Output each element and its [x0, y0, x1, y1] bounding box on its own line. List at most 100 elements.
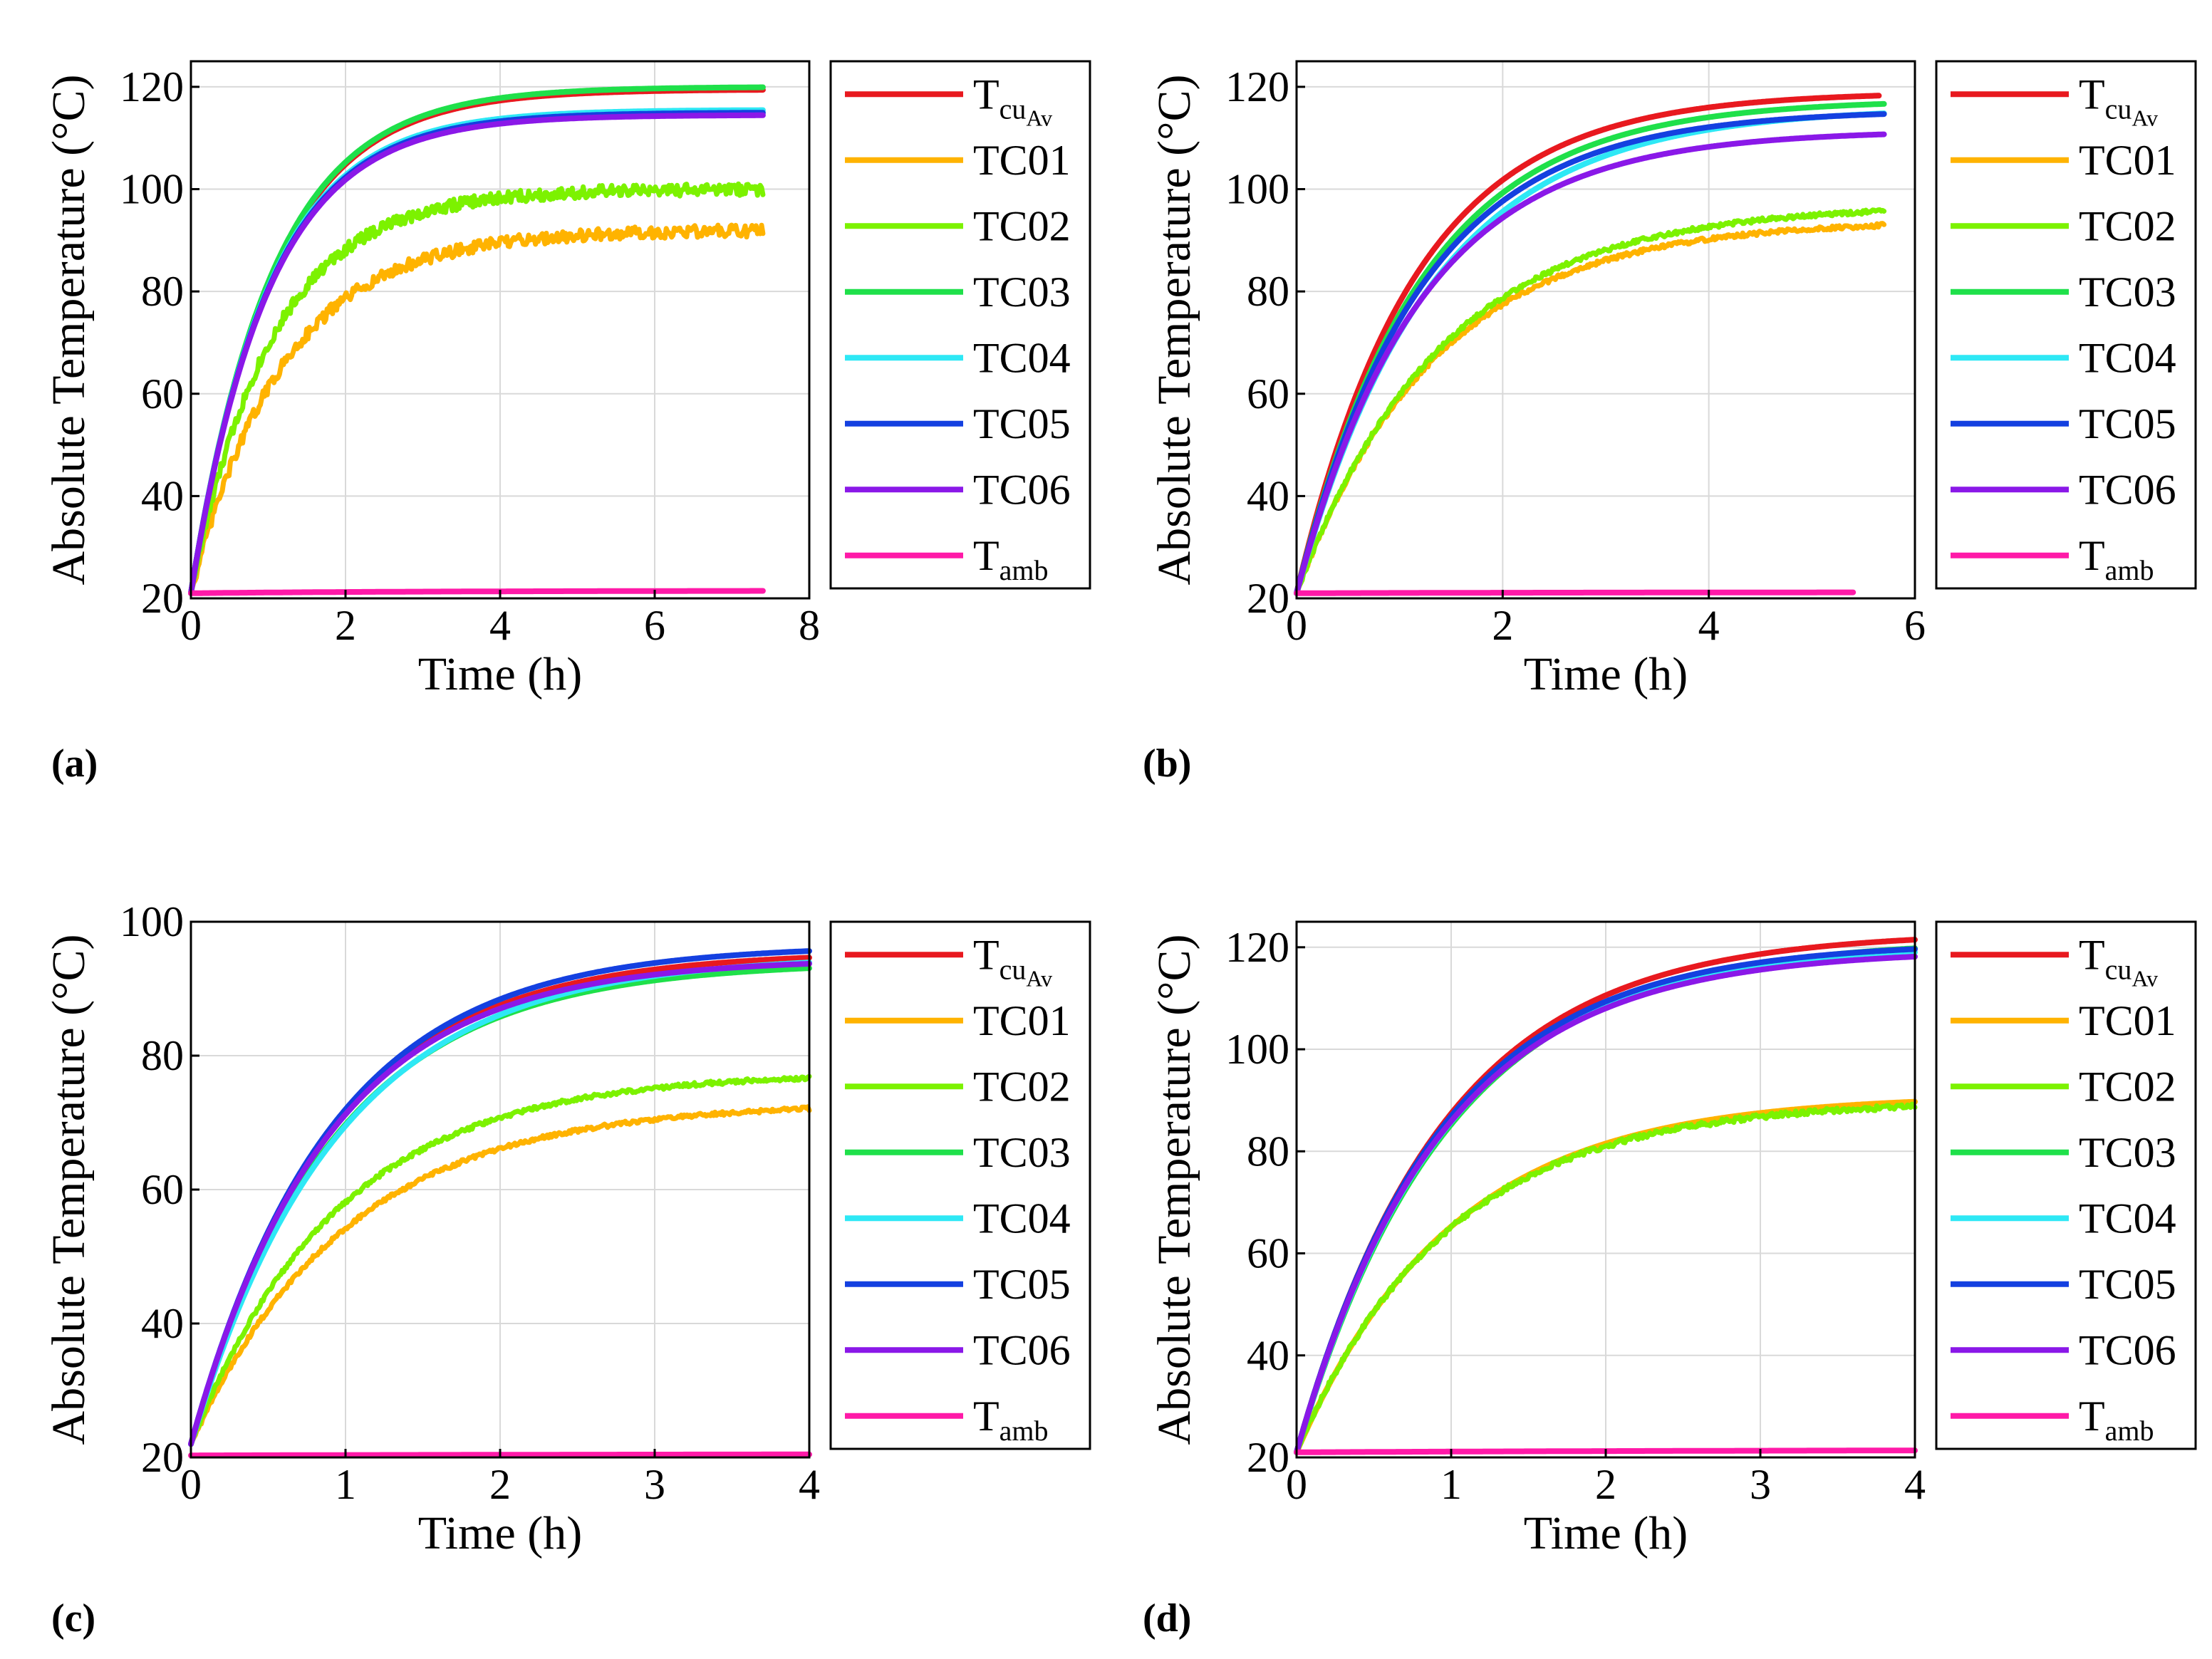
series-line-t-amb — [188, 588, 766, 596]
legend-label: TC01 — [2079, 997, 2176, 1044]
legend-label: TC06 — [2079, 466, 2176, 513]
legend-label: TC03 — [2079, 1129, 2176, 1176]
x-tick-label: 8 — [799, 602, 820, 649]
legend-label: TC05 — [2079, 1261, 2176, 1308]
x-tick-label: 0 — [180, 1461, 202, 1508]
y-tick-label: 120 — [1225, 924, 1289, 971]
legend-item: TC01 — [845, 997, 1071, 1044]
y-tick-label: 40 — [141, 1300, 184, 1347]
y-tick-label: 100 — [1225, 1026, 1289, 1073]
chart-panel-b: 0 2 4 6 20 40 60 80 100 120 Time (h) Absolute Tempe… — [1106, 0, 2211, 829]
chart-panel-a: 0 2 4 6 8 20 40 60 80 100 120 Time (h) Absolute Temp… — [0, 0, 1106, 829]
panel-label-d: (d) — [1143, 1596, 1192, 1640]
y-axis-label: Absolute Temperature (°C) — [1148, 74, 1200, 585]
x-tick-label: 2 — [1492, 602, 1513, 649]
series-line-tc01 — [188, 1104, 812, 1447]
legend-box — [1935, 920, 2197, 1450]
y-axis-label: Absolute Temperature (°C) — [1148, 934, 1200, 1445]
x-axis-label: Time (h) — [1524, 648, 1688, 700]
series-line-t-cuav — [188, 87, 766, 596]
series-line-tc02 — [188, 181, 766, 596]
y-tick-label: 100 — [120, 166, 184, 213]
legend-label: TC06 — [973, 1326, 1071, 1373]
series-line-tc04 — [188, 107, 766, 596]
y-tick-label: 60 — [141, 370, 184, 417]
y-tick-label: 40 — [1247, 472, 1289, 519]
legend-label: TC02 — [2079, 1063, 2176, 1110]
legend-label: TC04 — [973, 1195, 1071, 1242]
x-tick-label: 0 — [180, 602, 202, 649]
x-axis-label: Time (h) — [418, 648, 582, 700]
legend-item: TC05 — [1951, 400, 2176, 447]
legend-item: TC03 — [1951, 1129, 2176, 1176]
legend-item: TC05 — [845, 400, 1071, 447]
series-line-t-cuav — [1294, 93, 1882, 596]
y-tick-label: 80 — [1247, 268, 1289, 315]
x-tick-label: 3 — [1750, 1461, 1771, 1508]
legend-label: TC05 — [2079, 400, 2176, 447]
legend-item: TC06 — [845, 1326, 1071, 1373]
legend-label: TC03 — [973, 1129, 1071, 1176]
chart-a: 0 2 4 6 8 20 40 60 80 100 120 Time (h) Absolute Temp… — [43, 60, 1091, 700]
x-tick-label: 2 — [335, 602, 356, 649]
series-line-tc02 — [188, 1073, 812, 1447]
x-tick-label: 1 — [335, 1461, 356, 1508]
legend-label: TC04 — [2079, 1195, 2176, 1242]
legend-item: TC02 — [845, 202, 1071, 249]
panel-label-a: (a) — [51, 742, 98, 786]
legend-item: TC06 — [1951, 1326, 2176, 1373]
legend-item: TC03 — [845, 1129, 1071, 1176]
series-line-tc06 — [1294, 131, 1887, 596]
legend-label: TC04 — [973, 334, 1071, 381]
y-tick-label: 100 — [120, 898, 184, 945]
x-tick-label: 4 — [799, 1461, 820, 1508]
y-tick-label: 100 — [1225, 166, 1289, 213]
series-line-tc02 — [1294, 1101, 1918, 1455]
legend-label: TC03 — [973, 269, 1071, 316]
y-tick-label: 60 — [141, 1166, 184, 1213]
y-tick-label: 80 — [141, 1032, 184, 1079]
y-tick-label: 80 — [1247, 1128, 1289, 1175]
x-tick-label: 1 — [1440, 1461, 1462, 1508]
x-tick-label: 4 — [1904, 1461, 1926, 1508]
series-line-tc03 — [188, 84, 766, 596]
panel-label-c: (c) — [51, 1596, 96, 1640]
legend-item: TC02 — [845, 1063, 1071, 1110]
x-tick-label: 0 — [1286, 1461, 1307, 1508]
x-tick-label: 2 — [1595, 1461, 1616, 1508]
y-tick-label: 20 — [141, 575, 184, 622]
x-tick-label: 3 — [644, 1461, 665, 1508]
y-tick-label: 40 — [141, 472, 184, 519]
plot-frame — [1295, 60, 1916, 600]
series-line-tc06 — [188, 960, 812, 1447]
legend-label: TC05 — [973, 1261, 1071, 1308]
legend-label: TC02 — [973, 1063, 1071, 1110]
y-tick-label: 40 — [1247, 1332, 1289, 1379]
legend-item: TC04 — [1951, 334, 2176, 381]
y-tick-label: 20 — [1247, 1434, 1289, 1481]
x-tick-label: 2 — [489, 1461, 511, 1508]
legend-item: TC02 — [1951, 1063, 2176, 1110]
series-line-tc01 — [1294, 221, 1887, 596]
chart-panel-d: 0 1 2 3 4 20 40 60 80 100 120 Time (h) Absolute Temp… — [1106, 829, 2211, 1658]
legend-item: TC04 — [845, 334, 1071, 381]
grid — [1297, 922, 1915, 1457]
legend-box — [829, 920, 1091, 1450]
legend-item: TC02 — [1951, 202, 2176, 249]
legend-item: TC04 — [845, 1195, 1071, 1242]
grid — [191, 61, 809, 598]
legend-box — [829, 60, 1091, 590]
legend-item: TC06 — [1951, 466, 2176, 513]
y-tick-label: 80 — [141, 268, 184, 315]
series-line-tc01 — [188, 222, 766, 596]
chart-d: 0 1 2 3 4 20 40 60 80 100 120 Time (h) Absolute Temp… — [1148, 920, 2197, 1559]
chart-b: 0 2 4 6 20 40 60 80 100 120 Time (h) Absolute Tempe… — [1148, 60, 2197, 700]
legend-label: TC01 — [973, 997, 1071, 1044]
y-tick-label: 120 — [1225, 63, 1289, 110]
legend-item: TC01 — [1951, 137, 2176, 184]
legend-item: TC01 — [845, 137, 1071, 184]
legend-label: TC01 — [973, 137, 1071, 184]
